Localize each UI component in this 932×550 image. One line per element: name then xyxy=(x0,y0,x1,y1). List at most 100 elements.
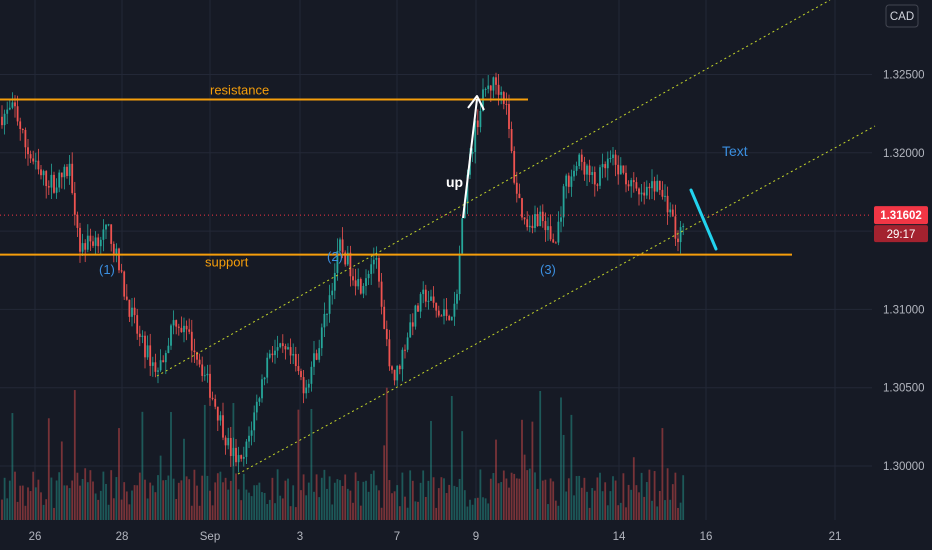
volume-bar xyxy=(271,477,274,520)
candle-body xyxy=(599,167,601,186)
candle-body xyxy=(237,455,240,463)
candle-body xyxy=(674,216,677,239)
volume-bar xyxy=(401,472,404,520)
candle-body xyxy=(487,85,490,89)
volume-bar xyxy=(669,499,672,520)
candle-body xyxy=(16,106,19,122)
candle-body xyxy=(248,435,250,442)
candle-body xyxy=(102,229,105,240)
candle-body xyxy=(619,165,622,175)
volume-bar xyxy=(549,478,552,520)
volume-bar xyxy=(411,480,414,520)
candle-body xyxy=(193,350,196,353)
candle-body xyxy=(315,353,318,360)
candle-body xyxy=(58,172,61,188)
candle-body xyxy=(508,104,510,129)
candle-body xyxy=(37,160,40,170)
volume-bar xyxy=(193,469,196,520)
volume-bar xyxy=(3,477,6,520)
candle-body xyxy=(365,278,367,286)
candle-body xyxy=(417,305,419,312)
candle-body xyxy=(453,303,456,317)
volume-bar xyxy=(404,496,406,520)
wave-label-2: (2) xyxy=(327,249,343,264)
candle-body xyxy=(172,320,175,326)
candle-body xyxy=(27,147,29,155)
candle-body xyxy=(29,154,32,159)
volume-bar xyxy=(539,390,542,520)
candle-body xyxy=(606,158,609,169)
volume-bar xyxy=(583,477,586,520)
volume-bar xyxy=(682,475,685,520)
candle-body xyxy=(177,326,180,328)
volume-bar xyxy=(508,487,510,520)
volume-bar xyxy=(658,490,661,520)
volume-bar xyxy=(388,480,391,520)
currency-button[interactable]: CAD xyxy=(885,4,919,28)
volume-bar xyxy=(120,499,123,520)
volume-bar xyxy=(8,480,11,520)
volume-bar xyxy=(42,504,45,520)
candle-body xyxy=(437,310,440,316)
volume-bar xyxy=(614,480,617,520)
volume-bar xyxy=(448,484,451,520)
candle-body xyxy=(196,352,198,360)
candle-body xyxy=(521,198,523,218)
candle-body xyxy=(448,315,451,321)
volume-bar xyxy=(292,485,295,520)
volume-bar xyxy=(310,408,313,520)
candle-body xyxy=(565,175,568,187)
candle-body xyxy=(8,107,11,110)
candle-body xyxy=(133,307,136,316)
candle-body xyxy=(11,102,14,108)
candle-body xyxy=(430,296,432,301)
candle-body xyxy=(635,182,638,189)
volume-bar xyxy=(229,480,232,520)
volume-bar xyxy=(71,480,74,520)
volume-bar xyxy=(440,477,443,520)
candle-body xyxy=(326,313,328,315)
candle-body xyxy=(6,109,9,114)
candle-body xyxy=(544,221,547,231)
volume-bar xyxy=(37,479,40,520)
x-tick-label: 3 xyxy=(297,531,303,543)
candle-body xyxy=(560,217,562,222)
candle-body xyxy=(188,329,191,332)
volume-bar xyxy=(487,503,490,520)
volume-bar xyxy=(367,491,370,520)
candle-body xyxy=(651,181,653,189)
volume-bar xyxy=(53,507,55,520)
volume-bar xyxy=(162,480,165,520)
candle-body xyxy=(531,225,534,229)
volume-bar xyxy=(133,485,136,520)
text-label: Text xyxy=(722,143,748,159)
candle-body xyxy=(94,237,97,246)
volume-bar xyxy=(393,491,396,520)
candle-body xyxy=(346,252,349,265)
volume-bar xyxy=(622,473,625,520)
volume-bar xyxy=(661,428,664,520)
volume-bar xyxy=(357,480,360,520)
volume-bar xyxy=(625,507,627,520)
candle-body xyxy=(450,316,453,321)
candle-body xyxy=(502,92,505,104)
volume-bar xyxy=(674,472,677,520)
volume-bar xyxy=(27,487,29,520)
candle-body xyxy=(344,252,347,265)
candle-body xyxy=(209,373,211,398)
volume-bar xyxy=(313,491,315,520)
candle-body xyxy=(214,398,217,407)
candle-body xyxy=(81,243,84,252)
candle-body xyxy=(336,250,339,273)
volume-bar xyxy=(76,472,79,520)
candle-body xyxy=(640,192,643,195)
candle-body xyxy=(60,172,63,178)
volume-bar xyxy=(115,477,118,520)
volume-bar xyxy=(534,472,536,520)
volume-bar xyxy=(258,482,261,520)
candle-body xyxy=(271,353,274,356)
candle-body xyxy=(552,239,555,243)
candle-body xyxy=(653,181,656,192)
volume-bar xyxy=(302,474,305,520)
